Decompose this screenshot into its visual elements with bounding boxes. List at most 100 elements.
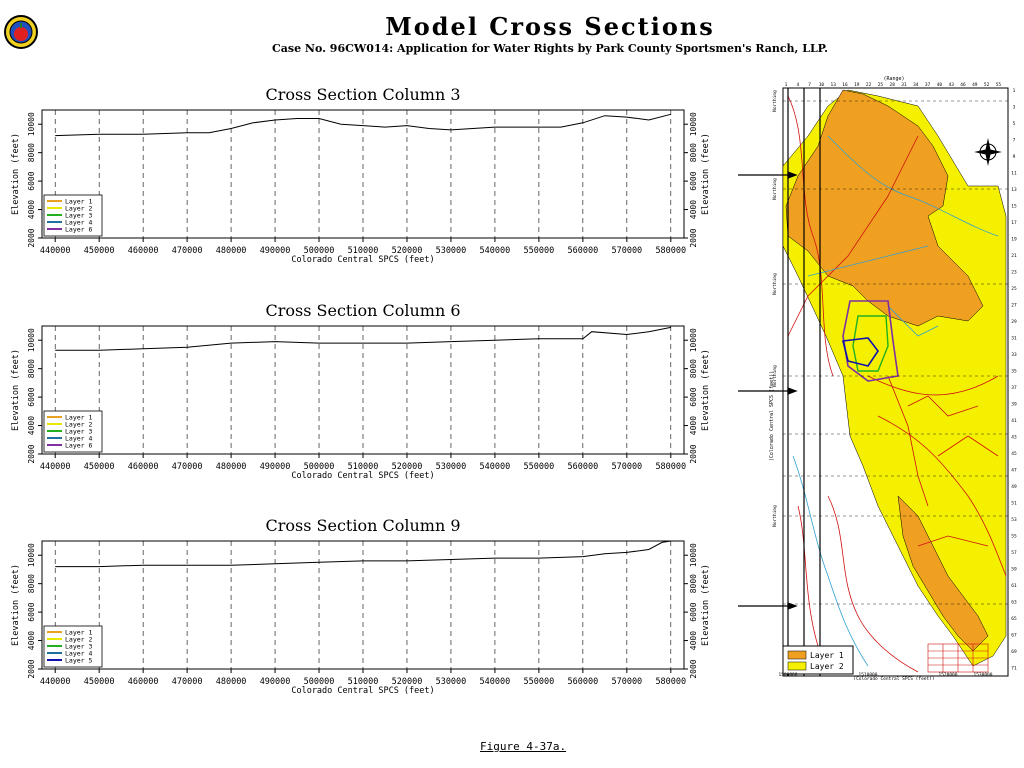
x-tick-label: 510000 [348,462,379,472]
blue-boundary [842,337,879,367]
map-row-number: 3 [1013,105,1016,111]
map-row-number: 9 [1013,154,1016,160]
y-tick-label: 2000 [27,228,36,247]
y-tick-label-right: 10000 [689,543,698,567]
x-tick-label: 480000 [216,246,247,256]
x-tick-label: 580000 [655,462,686,472]
map-row-number: 65 [1011,616,1017,622]
y-axis-label: Elevation (feet) [11,564,21,646]
y-tick-label: 8000 [27,574,36,593]
compass-rose-icon [974,138,1002,166]
chart-title: Cross Section Column 9 [265,516,460,535]
elevation-line [55,113,671,137]
x-tick-label: 510000 [348,246,379,256]
map-column-number: 1 [785,82,788,88]
map-bottom-tick: 1520000 [939,672,958,678]
map-grid [783,100,1008,605]
map-column-number: 19 [854,82,860,88]
x-tick-label: 450000 [84,462,115,472]
map-left-tick: Northing [772,90,778,112]
model-grid-map: Layer 1 Layer 2 (Range)1 4 7 10 13 16 19 22 25 28… [768,76,1020,680]
y-tick-label-right: 4000 [689,200,698,219]
y-tick-label-right: 4000 [689,416,698,435]
legend-label: Layer 2 [65,421,92,429]
layer1-lower-region [897,495,989,652]
map-bottom-tick: 1510000 [859,672,878,678]
x-tick-label: 500000 [304,462,335,472]
map-legend: Layer 1 Layer 2 [782,645,854,675]
legend-label: Layer 3 [65,428,92,436]
y-tick-label-right: 6000 [689,387,698,406]
cross-section-charts: Cross Section Column 3 440000 450000 460000… [11,85,711,696]
legend-label: Layer 4 [65,650,92,658]
map-row-number: 59 [1011,567,1017,573]
map-column-number: 10 [819,82,825,88]
y-tick-label-right: 8000 [689,143,698,162]
legend-label: Layer 5 [65,657,92,665]
column-arrows [738,171,798,610]
x-tick-label: 570000 [611,677,642,687]
x-tick-label: 560000 [568,462,599,472]
map-column-number: 22 [866,82,872,88]
map-row-number: 29 [1011,319,1017,325]
map-row-number: 49 [1011,484,1017,490]
x-tick-label: 530000 [436,677,467,687]
y-tick-label-right: 4000 [689,631,698,650]
x-tick-label: 470000 [172,246,203,256]
x-tick-label: 460000 [128,677,159,687]
map-column-number: 43 [948,82,954,88]
map-left-tick: Northing [772,273,778,295]
map-row-number: 67 [1011,633,1017,639]
map-column-number: 40 [937,82,943,88]
map-column-number: 28 [889,82,895,88]
map-bottom-tick: 1500000 [779,672,798,678]
x-tick-label: 440000 [40,246,71,256]
y-axis-label-right: Elevation (feet) [701,349,711,431]
y-tick-label: 4000 [27,200,36,219]
y-tick-label: 6000 [27,387,36,406]
map-row-number: 71 [1011,666,1017,672]
x-tick-label: 530000 [436,246,467,256]
chart-title: Cross Section Column 3 [265,85,460,104]
map-row-number: 11 [1011,171,1017,177]
y-tick-label-right: 10000 [689,112,698,136]
map-left-tick: Northing [772,505,778,527]
x-tick-label: 490000 [260,246,291,256]
map-column-number: 55 [996,82,1002,88]
x-tick-label: 550000 [524,462,555,472]
map-row-number: 17 [1011,220,1017,226]
map-row-number: 45 [1011,451,1017,457]
x-tick-label: 560000 [568,677,599,687]
river-lines [787,95,1007,673]
layer1-region [785,89,984,327]
y-tick-label-right: 8000 [689,574,698,593]
column-lines [787,88,821,676]
x-tick-label: 440000 [40,677,71,687]
x-tick-label: 450000 [84,246,115,256]
x-tick-label: 570000 [611,462,642,472]
legend-label: Layer 1 [65,414,92,422]
map-column-number: 7 [808,82,811,88]
map-row-number: 53 [1011,517,1017,523]
map-left-axis-label: (Colorado Central SPCS (feet)) [769,371,775,461]
x-tick-label: 550000 [524,677,555,687]
y-tick-label: 10000 [27,112,36,136]
map-top-label: (Range) [883,76,904,82]
map-column-number: 16 [842,82,848,88]
logo-seal-icon [4,15,38,49]
map-row-number: 63 [1011,600,1017,606]
map-row-number: 57 [1011,550,1017,556]
legend-label: Layer 4 [65,219,92,227]
x-tick-label: 540000 [480,462,511,472]
map-row-number: 41 [1011,418,1017,424]
map-bottom-tick: 1530000 [974,672,993,678]
x-tick-label: 520000 [392,462,423,472]
x-tick-label: 460000 [128,462,159,472]
x-tick-label: 520000 [392,246,423,256]
legend-label: Layer 6 [65,226,92,234]
map-row-number: 51 [1011,501,1017,507]
map-row-number: 7 [1013,138,1016,144]
map-legend-layer1: Layer 1 [810,651,844,660]
y-axis-label: Elevation (feet) [11,349,21,431]
y-tick-label: 6000 [27,602,36,621]
